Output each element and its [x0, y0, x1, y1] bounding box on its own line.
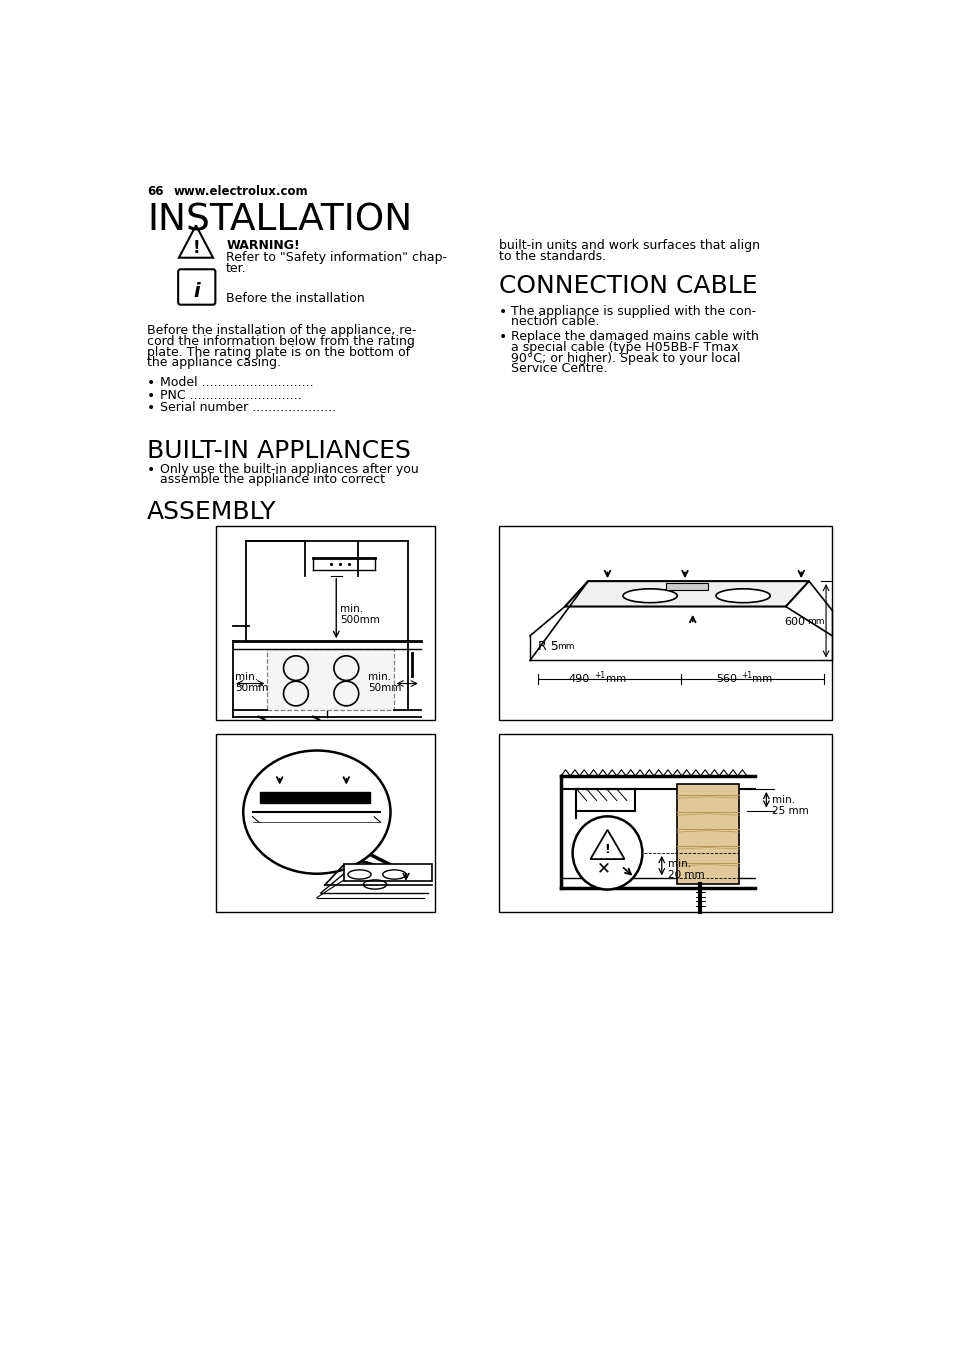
- Text: ASSEMBLY: ASSEMBLY: [147, 499, 276, 523]
- Text: Service Centre.: Service Centre.: [510, 362, 606, 376]
- Text: The appliance is supplied with the con-: The appliance is supplied with the con-: [510, 304, 755, 318]
- Ellipse shape: [243, 750, 390, 873]
- Text: mm: mm: [605, 673, 625, 684]
- Polygon shape: [344, 864, 431, 882]
- Text: CONNECTION CABLE: CONNECTION CABLE: [498, 274, 757, 297]
- Ellipse shape: [716, 589, 769, 603]
- Bar: [498, 526, 831, 719]
- Ellipse shape: [622, 589, 677, 603]
- Text: •: •: [147, 462, 155, 476]
- Text: Model ............................: Model ............................: [159, 376, 313, 389]
- Text: 90°C; or higher). Speak to your local: 90°C; or higher). Speak to your local: [510, 352, 740, 365]
- Text: to the standards.: to the standards.: [498, 250, 605, 264]
- Bar: [498, 734, 831, 913]
- Text: PNC ............................: PNC ............................: [159, 388, 301, 402]
- Text: Replace the damaged mains cable with: Replace the damaged mains cable with: [510, 330, 758, 343]
- Text: mm: mm: [806, 617, 823, 626]
- Text: •: •: [147, 376, 155, 391]
- Text: Before the installation of the appliance, re-: Before the installation of the appliance…: [147, 324, 416, 337]
- Text: 600: 600: [783, 617, 804, 626]
- Text: plate. The rating plate is on the bottom of: plate. The rating plate is on the bottom…: [147, 346, 410, 358]
- Text: !: !: [192, 239, 199, 257]
- Bar: [216, 734, 435, 913]
- Bar: [260, 792, 370, 803]
- Text: 50mm: 50mm: [368, 683, 401, 692]
- Text: ✕: ✕: [596, 860, 610, 877]
- Text: built-in units and work surfaces that align: built-in units and work surfaces that al…: [498, 239, 760, 253]
- Text: min.: min.: [667, 859, 690, 869]
- Text: mm: mm: [557, 642, 574, 650]
- Text: INSTALLATION: INSTALLATION: [147, 203, 412, 238]
- Text: 500mm: 500mm: [340, 615, 379, 625]
- Text: Refer to "Safety information" chap-: Refer to "Safety information" chap-: [226, 250, 447, 264]
- Text: the appliance casing.: the appliance casing.: [147, 357, 281, 369]
- Text: assemble the appliance into correct: assemble the appliance into correct: [159, 473, 384, 487]
- Ellipse shape: [572, 817, 641, 890]
- Bar: [267, 649, 394, 711]
- Text: cord the information below from the rating: cord the information below from the rati…: [147, 335, 415, 347]
- Text: BUILT-IN APPLIANCES: BUILT-IN APPLIANCES: [147, 439, 411, 464]
- Text: Only use the built-in appliances after you: Only use the built-in appliances after y…: [159, 462, 417, 476]
- Text: •: •: [498, 304, 507, 319]
- Polygon shape: [564, 581, 808, 607]
- Text: ter.: ter.: [226, 261, 247, 274]
- Text: 560: 560: [716, 673, 737, 684]
- Text: R 5: R 5: [537, 639, 558, 653]
- Text: Before the installation: Before the installation: [226, 292, 365, 304]
- Text: Serial number .....................: Serial number .....................: [159, 402, 335, 414]
- Bar: [677, 784, 739, 884]
- Text: WARNING!: WARNING!: [226, 239, 299, 253]
- Text: min.: min.: [340, 604, 363, 614]
- Text: •: •: [147, 402, 155, 415]
- Text: nection cable.: nection cable.: [510, 315, 598, 329]
- Bar: [665, 583, 707, 589]
- Text: +1: +1: [594, 671, 605, 680]
- Text: 66: 66: [147, 185, 164, 199]
- Text: •: •: [498, 330, 507, 345]
- Text: 50mm: 50mm: [234, 683, 268, 692]
- Text: 20 mm: 20 mm: [667, 869, 704, 880]
- Text: www.electrolux.com: www.electrolux.com: [173, 185, 308, 199]
- Text: min.: min.: [368, 672, 391, 681]
- Text: 490: 490: [568, 673, 589, 684]
- Text: mm: mm: [751, 673, 771, 684]
- Text: •: •: [147, 388, 155, 403]
- Text: a special cable (type H05BB-F Tmax: a special cable (type H05BB-F Tmax: [510, 341, 738, 354]
- Text: i: i: [193, 283, 200, 301]
- Text: !: !: [604, 842, 610, 856]
- Text: +1: +1: [740, 671, 751, 680]
- Bar: [216, 526, 435, 719]
- Text: 25 mm: 25 mm: [771, 806, 808, 817]
- Text: min.: min.: [771, 795, 794, 806]
- Text: min.: min.: [234, 672, 257, 681]
